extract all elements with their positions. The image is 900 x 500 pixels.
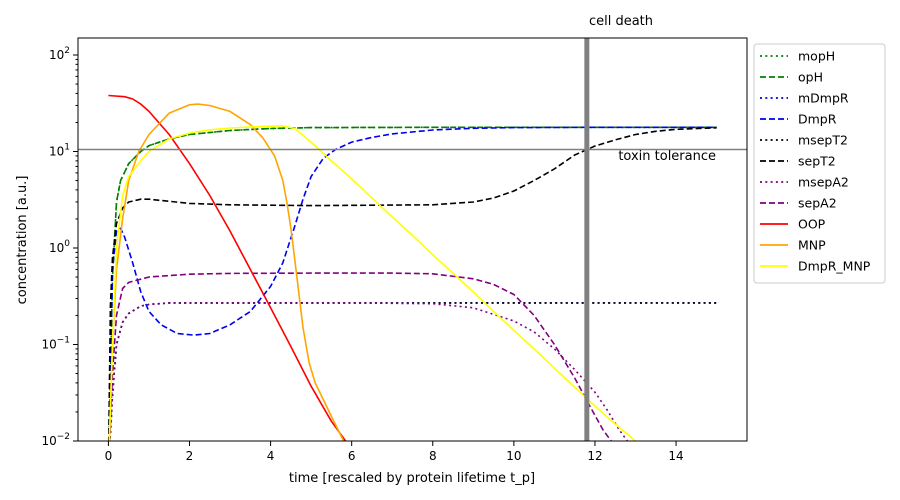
- series-line-sept2: [107, 127, 717, 441]
- legend: mopH opH mDmpR DmpR msepT2 sepT2 msepA2 sepA2 OO…: [753, 43, 886, 284]
- series-line-oop: [108, 94, 347, 441]
- series-line-sepa2: [108, 272, 612, 441]
- legend-label: DmpR_MNP: [798, 259, 871, 274]
- x-tick-label: 12: [587, 449, 602, 463]
- x-axis-label: time [rescaled by protein lifetime t_p]: [289, 471, 535, 486]
- series-line-msepa2: [109, 302, 629, 441]
- legend-label: mDmpR: [798, 91, 849, 106]
- series-line-dmpr: [108, 126, 717, 441]
- y-tick-label: 10−1: [41, 335, 70, 351]
- x-tick-label: 0: [105, 449, 113, 463]
- y-tick-label: 100: [49, 239, 70, 255]
- legend-label: msepA2: [798, 175, 849, 190]
- legend-label: sepT2: [798, 154, 836, 169]
- legend-label: OOP: [798, 217, 826, 232]
- legend-label: MNP: [798, 238, 826, 253]
- x-tick-label: 10: [506, 449, 521, 463]
- y-tick-label: 10−2: [41, 432, 70, 448]
- legend-label: msepT2: [798, 133, 848, 148]
- legend-label: DmpR: [798, 112, 837, 127]
- cell-death-label: cell death: [589, 14, 653, 29]
- annotation-layer: [78, 38, 747, 441]
- series-line-mnp: [108, 103, 345, 441]
- series-layer: [107, 94, 717, 441]
- toxin-tolerance-label: toxin tolerance: [618, 149, 716, 164]
- x-tick-label: 14: [668, 449, 683, 463]
- y-axis-label: concentration [a.u.]: [15, 176, 30, 305]
- y-tick-label: 101: [49, 142, 70, 158]
- legend-label: mopH: [798, 49, 835, 64]
- x-tick-label: 8: [429, 449, 437, 463]
- y-tick-label: 102: [49, 46, 70, 62]
- legend-label: opH: [798, 70, 823, 85]
- y-axis: 10−2 10−1 100 101 102: [41, 46, 78, 448]
- plot-area: [78, 38, 747, 441]
- plot-frame: [77, 37, 748, 442]
- series-line-oph: [108, 126, 717, 441]
- x-axis: 0 2 4 6 8 10 12 14: [105, 441, 684, 463]
- x-tick-label: 4: [267, 449, 275, 463]
- legend-label: sepA2: [798, 196, 837, 211]
- series-line-dmpr-mnp: [108, 125, 637, 441]
- x-tick-label: 6: [348, 449, 356, 463]
- x-tick-label: 2: [186, 449, 194, 463]
